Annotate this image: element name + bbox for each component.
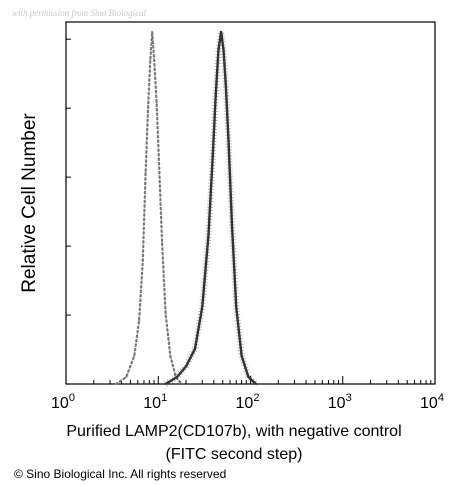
x-tick-label: 100	[51, 392, 75, 412]
stained-point	[254, 382, 258, 386]
stained-histogram	[164, 30, 257, 386]
copyright-notice: © Sino Biological Inc. All rights reserv…	[14, 467, 226, 481]
control-point	[115, 382, 118, 386]
stained-point	[201, 305, 204, 308]
control-point	[151, 30, 154, 34]
stained-point	[175, 375, 179, 379]
control-point	[141, 259, 144, 262]
stained-point	[222, 48, 225, 51]
control-point	[133, 354, 136, 357]
control-point	[164, 312, 167, 315]
control-point	[158, 171, 161, 174]
control-point	[149, 59, 152, 62]
stained-point	[184, 365, 188, 368]
stained-point	[227, 143, 230, 146]
watermark-text: with permission from Sino Biological	[12, 8, 147, 18]
stained-point	[247, 375, 250, 379]
stained-point	[193, 347, 197, 350]
control-point	[155, 101, 158, 104]
y-axis-label: Relative Cell Number	[19, 113, 40, 293]
plot-frame	[65, 21, 436, 385]
stained-point	[214, 94, 217, 97]
stained-point	[219, 30, 223, 34]
x-tick-label: 104	[420, 392, 444, 412]
series-layer	[115, 30, 259, 387]
stained-histogram-texture	[164, 31, 259, 387]
control-point	[152, 55, 156, 58]
stained-point	[207, 235, 210, 238]
y-axis-ticks	[66, 38, 71, 316]
stained-point	[240, 354, 243, 357]
control-point	[160, 242, 164, 245]
x-axis-label-line2: (FITC second step)	[166, 446, 303, 463]
stained-point	[224, 83, 227, 87]
control-point	[137, 319, 141, 322]
x-axis-ticks: 100 101 102 103 104	[51, 376, 444, 412]
control-point	[180, 382, 183, 386]
x-tick-label: 103	[328, 392, 352, 412]
x-tick-label: 102	[236, 392, 260, 412]
stained-point	[235, 305, 238, 308]
x-tick-label: 101	[143, 392, 167, 412]
control-point	[147, 101, 150, 104]
control-point	[144, 171, 147, 174]
stained-point	[211, 154, 214, 157]
stained-point	[230, 224, 234, 227]
stained-point	[164, 382, 167, 386]
control-point	[125, 375, 128, 379]
negative-control-histogram	[115, 31, 183, 386]
stained-point	[217, 48, 220, 51]
control-point	[169, 354, 172, 357]
x-axis-label: Purified LAMP2(CD107b), with negative co…	[66, 423, 401, 440]
